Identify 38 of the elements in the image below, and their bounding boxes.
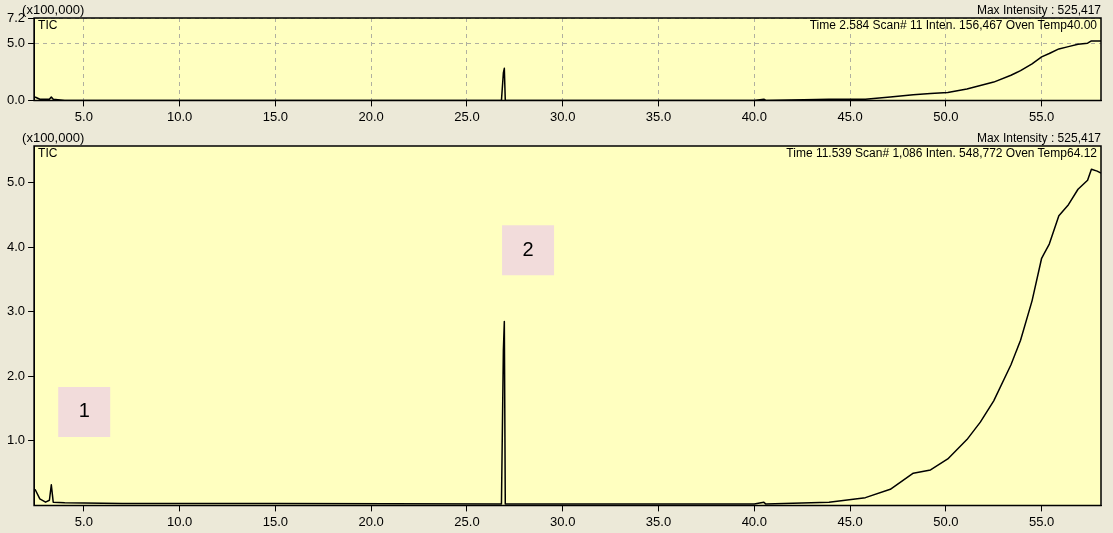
x-tick-label: 10.0 (166, 513, 193, 529)
x-tick-label: 15.0 (262, 513, 289, 529)
x-tick-label: 10.0 (166, 108, 193, 124)
x-tick-label: 40.0 (741, 513, 767, 529)
x-tick-label: 55.0 (1028, 513, 1055, 529)
x-tick-label: 5.0 (74, 108, 93, 124)
x-tick-label: 50.0 (933, 108, 959, 124)
y-axis-title: (x100,000) (22, 130, 85, 146)
x-tick-label: 30.0 (550, 108, 576, 124)
y-tick-label: 1.0 (6, 432, 26, 448)
x-tick-label: 5.0 (74, 513, 93, 529)
annotation: Time 11.539 Scan# 1,086 Inten. 548,772 Oven Temp64.12 (786, 146, 1098, 161)
x-tick-label: 50.0 (933, 513, 959, 529)
y-tick-label: 5.0 (6, 34, 26, 50)
x-tick-label: 15.0 (262, 108, 289, 124)
annotation: 2 (522, 237, 534, 260)
annotation: TIC (38, 146, 58, 161)
x-tick-label: 25.0 (454, 108, 480, 124)
annotation: 1 (78, 399, 90, 422)
x-tick-label: 30.0 (550, 513, 576, 529)
x-tick-label: 55.0 (1028, 108, 1055, 124)
y-tick-label: 4.0 (6, 238, 26, 254)
y-tick-label: 5.0 (6, 174, 26, 190)
text: Max Intensity : 525,417 (976, 131, 1102, 146)
x-tick-label: 25.0 (454, 513, 480, 529)
annotation: Time 2.584 Scan# 11 Inten. 156,467 Oven Temp40.00 (809, 18, 1098, 33)
x-tick-label: 45.0 (837, 108, 863, 124)
annotation: TIC (38, 18, 58, 33)
text: Max Intensity : 525,417 (976, 3, 1102, 18)
y-tick-label: 0.0 (6, 91, 26, 107)
x-tick-label: 20.0 (358, 108, 384, 124)
x-tick-label: 40.0 (741, 108, 767, 124)
x-tick-label: 20.0 (358, 513, 384, 529)
x-tick-label: 45.0 (837, 513, 863, 529)
x-tick-label: 35.0 (645, 108, 672, 124)
x-tick-label: 35.0 (645, 513, 672, 529)
y-tick-label: 2.0 (6, 367, 26, 383)
y-tick-label: 3.0 (6, 303, 26, 319)
